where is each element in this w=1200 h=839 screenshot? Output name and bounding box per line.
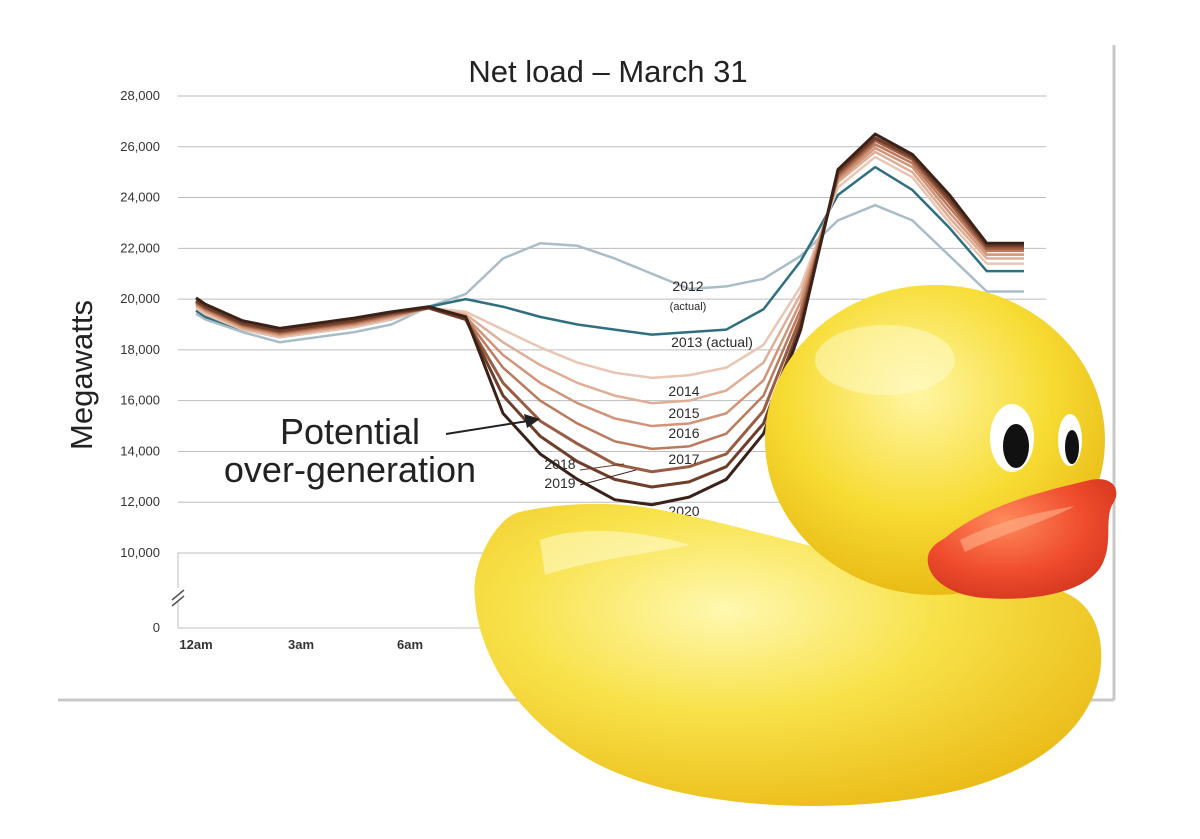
series-line-2016: [195, 146, 1024, 428]
x-tick-label: 6am: [397, 637, 423, 652]
series-line-2020: [195, 132, 1024, 507]
y-tick-label: 26,000: [120, 139, 160, 154]
chart-title: Net load – March 31: [468, 54, 747, 89]
y-tick-label: 20,000: [120, 291, 160, 306]
y-tick-label: 28,000: [120, 88, 160, 103]
series-line-2019: [195, 136, 1024, 489]
y-tick-label: 18,000: [120, 342, 160, 357]
duck-beak: [927, 479, 1117, 599]
y-tick-label: 24,000: [120, 190, 160, 205]
annotation-arrow-line: [445, 420, 529, 435]
y-tick-label: 16,000: [120, 393, 160, 408]
series-label: 2017: [668, 451, 699, 467]
label-leader-2018: [579, 463, 625, 471]
series-label: 2012: [672, 278, 703, 294]
series-line-2014: [195, 155, 1024, 380]
series-label: (actual): [670, 301, 707, 313]
series-lines: [195, 132, 1024, 507]
y-axis-label: Megawatts: [64, 300, 99, 450]
series-label: 2013 (actual): [671, 334, 753, 350]
y-tick-label: 14,000: [120, 443, 160, 458]
axis-break-mark: [171, 595, 185, 607]
series-line-2012-actual-: [195, 203, 1024, 344]
x-tick-label: 12am: [179, 637, 212, 652]
series-label: 2018: [544, 456, 575, 472]
y-tick-label: 10,000: [120, 545, 160, 560]
over-generation-annotation: Potential over-generation: [224, 411, 540, 490]
y-axis-break: [171, 553, 185, 628]
annotation-line2: over-generation: [224, 449, 476, 490]
x-tick-label: 3am: [288, 637, 314, 652]
rubber-duck-icon: [474, 285, 1117, 806]
duck-body-highlight: [540, 530, 690, 575]
y-tick-labels: 28,000 26,000 24,000 22,000 20,000 18,000 16,0…: [120, 88, 160, 635]
annotation-line1: Potential: [280, 411, 420, 452]
duck-eye-left-pupil: [1003, 424, 1029, 468]
y-tick-label: 12,000: [120, 494, 160, 509]
series-label: 2014: [668, 383, 699, 399]
label-leader-2019: [579, 469, 637, 486]
axis-break-mark: [171, 589, 185, 601]
series-line-2015: [195, 150, 1024, 405]
series-label: 2016: [668, 425, 699, 441]
duck-head-highlight: [815, 325, 955, 395]
annotation-arrow-head: [524, 414, 540, 428]
series-label: 2019: [544, 475, 575, 491]
duck-beak-highlight: [960, 506, 1075, 552]
duck-eye-right-pupil: [1065, 430, 1079, 464]
y-tick-label: 0: [153, 620, 160, 635]
series-label: 2015: [668, 405, 699, 421]
y-tick-label: 22,000: [120, 240, 160, 255]
